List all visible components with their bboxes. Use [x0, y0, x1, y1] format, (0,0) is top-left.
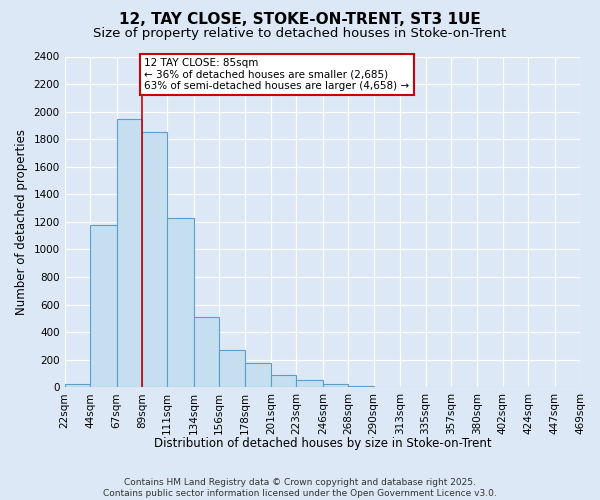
Text: 12 TAY CLOSE: 85sqm
← 36% of detached houses are smaller (2,685)
63% of semi-det: 12 TAY CLOSE: 85sqm ← 36% of detached ho…	[144, 58, 409, 91]
Bar	[219, 350, 245, 387]
Bar	[194, 317, 219, 387]
Bar	[245, 363, 271, 387]
Text: Contains HM Land Registry data © Crown copyright and database right 2025.
Contai: Contains HM Land Registry data © Crown c…	[103, 478, 497, 498]
Text: 12, TAY CLOSE, STOKE-ON-TRENT, ST3 1UE: 12, TAY CLOSE, STOKE-ON-TRENT, ST3 1UE	[119, 12, 481, 28]
Bar	[374, 386, 400, 387]
Bar	[348, 386, 374, 387]
Text: Size of property relative to detached houses in Stoke-on-Trent: Size of property relative to detached ho…	[94, 28, 506, 40]
Bar	[142, 132, 167, 387]
Bar	[296, 380, 323, 387]
Bar	[167, 218, 194, 387]
Bar	[323, 384, 348, 387]
Bar	[65, 384, 90, 387]
X-axis label: Distribution of detached houses by size in Stoke-on-Trent: Distribution of detached houses by size …	[154, 437, 491, 450]
Bar	[271, 375, 296, 387]
Bar	[116, 118, 142, 387]
Y-axis label: Number of detached properties: Number of detached properties	[15, 129, 28, 315]
Bar	[90, 226, 116, 387]
